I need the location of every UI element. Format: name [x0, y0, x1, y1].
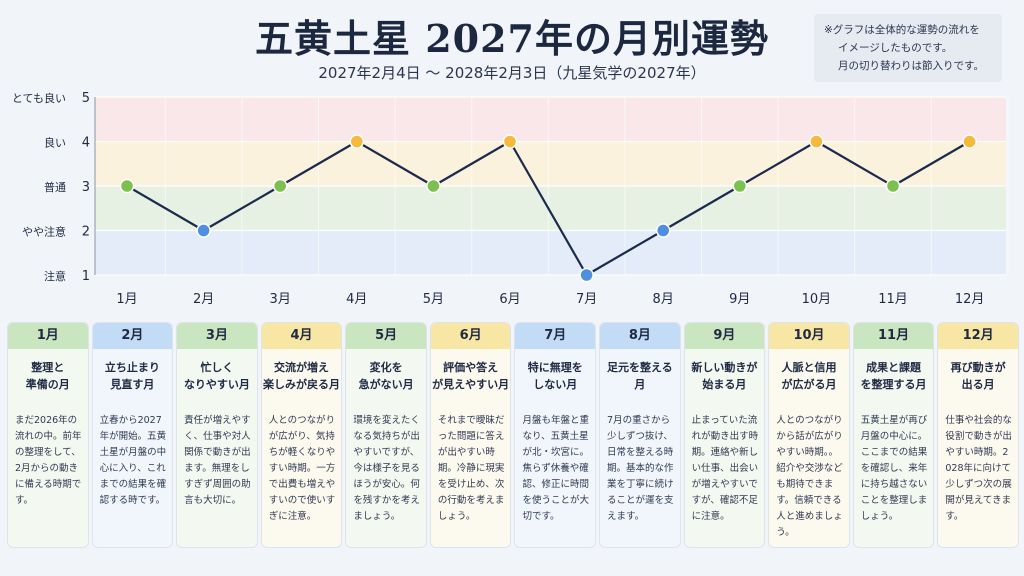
x-tick-label: 6月: [499, 292, 520, 307]
month-card-header: 6月: [430, 323, 511, 349]
month-card-header: 7月: [515, 323, 596, 349]
data-point: [962, 134, 977, 149]
month-card-theme: 成果と課題 を整理する月: [860, 361, 927, 391]
note-line-1: ※グラフは全体的な運勢の流れを: [824, 24, 980, 36]
x-tick-label: 1月: [116, 292, 137, 307]
level-band: [95, 97, 1006, 142]
month-card: 6月評価や答え が見えやすい月それまで曖昧だった問題に答えが出やすい時期。冷静に…: [429, 322, 512, 548]
x-tick-label: 11月: [878, 292, 908, 307]
x-tick-label: 3月: [270, 292, 291, 307]
month-card-theme: 足元を整える 月: [607, 361, 673, 391]
data-point: [579, 267, 594, 283]
month-card-description: まだ2026年の流れの中。前年の整理をして、2月からの動きに備える時期です。: [15, 415, 82, 506]
month-card-header: 9月: [684, 323, 765, 349]
y-tick-number: 2: [82, 225, 90, 240]
month-card-description: 止まっていた流れが動き出す時期。連絡や新しい仕事、出会いが増えやすいですが、確認…: [691, 415, 759, 522]
month-card-theme: 再び動きが 出る月: [950, 361, 1006, 391]
month-card-theme: 交流が増え 楽しみが戻る月: [263, 361, 341, 391]
month-card-description: 責任が増えやすく、仕事や対人関係で動きが出ます。無理をしすぎず周囲の助言も大切に…: [184, 415, 251, 506]
month-card-theme: 評価や答え が見えやすい月: [432, 361, 510, 391]
month-card-description: それまで曖昧だった問題に答えが出やすい時期。冷静に現実を受け止め、次の行動を考え…: [437, 415, 505, 522]
data-point: [885, 178, 901, 194]
x-tick-label: 10月: [802, 292, 832, 307]
chart-note: ※グラフは全体的な運勢の流れを イメージしたものです。 月の切り替わりは節入りで…: [814, 14, 1002, 82]
month-card: 1月整理と 準備の月まだ2026年の流れの中。前年の整理をして、2月からの動きに…: [7, 322, 89, 548]
month-card-theme: 新しい動きが 始まる月: [691, 361, 758, 391]
y-tick-number: 4: [82, 136, 90, 151]
data-point: [502, 134, 518, 149]
data-point: [349, 134, 365, 149]
data-point: [809, 134, 824, 149]
month-card-header: 8月: [600, 323, 680, 349]
month-card: 7月特に無理を しない月月盤も年盤と重なり、五黄土星が北・坎宮に。焦らず休養や確…: [514, 322, 597, 548]
data-point: [732, 178, 748, 194]
month-card-description: 7月の重さから少しずつ抜け、日常を整える時期。基本的な作業を丁寧に続けることが運…: [607, 415, 674, 522]
note-line-2: イメージしたものです。: [838, 42, 953, 54]
x-tick-label: 4月: [346, 292, 367, 307]
level-band: [95, 141, 1006, 186]
y-tick-number: 5: [82, 91, 90, 106]
month-card-theme: 忙しく なりやすい月: [183, 361, 250, 391]
month-card: 2月立ち止まり 見直す月立春から2027年が開始。五黄土星が月盤の中心に入り、こ…: [91, 322, 174, 548]
y-tick-label: やや注意: [22, 225, 66, 239]
monthly-cards: 1月整理と 準備の月まだ2026年の流れの中。前年の整理をして、2月からの動きに…: [7, 322, 1019, 548]
month-card: 10月人脈と信用 が広がる月人とのつながりから話が広がりやすい時期。。紹介や交渉…: [768, 322, 850, 548]
y-tick-label: 良い: [44, 136, 66, 150]
month-card-description: 環境を変えたくなる気持ちが出やすいですが、今は様子を見るほうが安心。何を残すかを…: [353, 415, 420, 522]
month-card-theme: 立ち止まり 見直す月: [104, 361, 160, 391]
note-line-3: 月の切り替わりは節入りです。: [838, 60, 984, 72]
data-point: [655, 223, 671, 238]
x-tick-label: 9月: [729, 292, 750, 307]
month-card-header: 12月: [938, 323, 1018, 349]
x-tick-label: 2月: [193, 292, 214, 307]
month-card-header: 11月: [853, 323, 934, 349]
month-card-description: 人とのつながりから話が広がりやすい時期。。紹介や交渉なども期待できます。信頼でき…: [776, 415, 843, 538]
page-title: 五黄土星 2027年の月別運勢: [255, 16, 769, 61]
month-card-description: 仕事や社会的な役割で動きが出やすい時期。2028年に向けて少しずつ次の展開が見え…: [945, 415, 1012, 522]
month-card-description: 人とのつながりが広がり、気持ちが軽くなりやすい時期。一方で出費も増えやすいので使…: [268, 415, 336, 522]
y-tick-label: とても良い: [12, 91, 66, 105]
month-card-theme: 人脈と信用 が広がる月: [781, 361, 837, 391]
month-card-description: 立春から2027年が開始。五黄土星が月盤の中心に入り、これまでの結果を確認する時…: [99, 415, 167, 506]
month-card: 9月新しい動きが 始まる月止まっていた流れが動き出す時期。連絡や新しい仕事、出会…: [683, 322, 766, 548]
month-card: 8月足元を整える 月 7月の重さから少しずつ抜け、日常を整える時期。基本的な作業を…: [599, 322, 681, 548]
month-card: 3月忙しく なりやすい月責任が増えやすく、仕事や対人関係で動きが出ます。無理をし…: [176, 322, 258, 548]
y-tick-number: 3: [82, 180, 90, 195]
month-card: 11月成果と課題 を整理する月五黄土星が再び月盤の中心に。ここまでの結果を確認し…: [852, 322, 935, 548]
x-tick-label: 12月: [955, 292, 985, 307]
y-tick-label: 注意: [44, 269, 66, 283]
month-card-header: 1月: [8, 323, 88, 349]
month-card-header: 4月: [261, 323, 342, 349]
month-card-description: 月盤も年盤と重なり、五黄土星が北・坎宮に。焦らず休養や確認、修正に時間を使うこと…: [522, 415, 589, 522]
month-card-theme: 特に無理を しない月: [527, 361, 583, 391]
series-line: [126, 140, 971, 277]
y-tick-number: 1: [82, 269, 90, 284]
month-card-header: 5月: [346, 323, 426, 349]
x-tick-label: 7月: [576, 292, 597, 307]
fortune-line-chart: 1 注意 2 やや注意 3 普通 4 良い 5 とても良い 1月 2月 3月 4月 5月 6月 7月 8月 9月 10…: [11, 91, 1006, 307]
month-card-header: 10月: [769, 323, 849, 349]
month-card: 5月変化を 急がない月環境を変えたくなる気持ちが出やすいですが、今は様子を見るほ…: [345, 322, 427, 548]
y-tick-label: 普通: [44, 180, 66, 194]
page-subtitle: 2027年2月4日 〜 2028年2月3日（九星気学の2027年）: [318, 64, 706, 82]
data-point: [196, 223, 211, 238]
data-point: [426, 178, 441, 194]
month-card-theme: 整理と 準備の月: [25, 361, 70, 391]
month-card-theme: 変化を 急がない月: [358, 361, 414, 391]
month-card-description: 五黄土星が再び月盤の中心に。ここまでの結果を確認し、来年に持ち越さないことを整理…: [860, 415, 928, 522]
data-point: [119, 178, 135, 194]
month-card-header: 3月: [177, 323, 257, 349]
month-card-header: 2月: [92, 323, 173, 349]
x-tick-label: 8月: [653, 292, 674, 307]
month-card: 12月再び動きが 出る月仕事や社会的な役割で動きが出やすい時期。2028年に向け…: [937, 322, 1019, 548]
level-band: [95, 186, 1006, 231]
x-tick-label: 5月: [423, 292, 444, 307]
level-band: [95, 230, 1006, 275]
month-card: 4月交流が増え 楽しみが戻る月人とのつながりが広がり、気持ちが軽くなりやすい時期…: [260, 322, 343, 548]
data-point: [272, 178, 288, 194]
